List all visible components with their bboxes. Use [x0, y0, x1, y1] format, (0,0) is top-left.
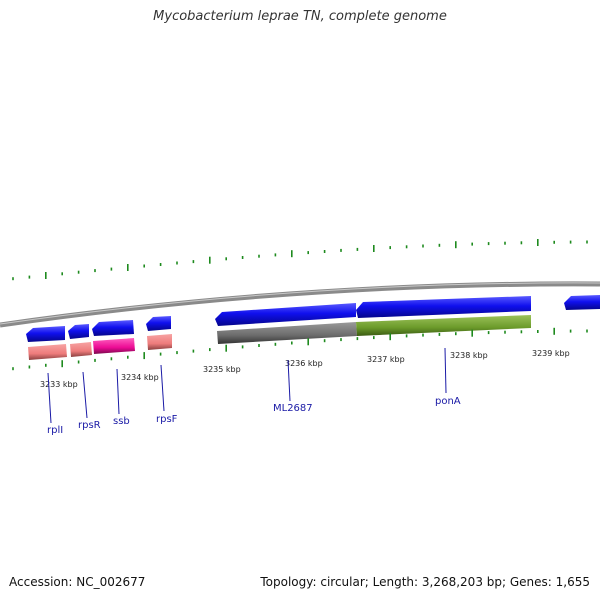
- gene-label-rplI[interactable]: rplI: [47, 425, 63, 436]
- forward-strand-tick-row: [12, 327, 588, 371]
- genome-summary-text: Topology: circular; Length: 3,268,203 bp…: [260, 575, 590, 589]
- accession-text: Accession: NC_002677: [9, 575, 146, 589]
- tick-label-3235: 3235 kbp: [203, 365, 241, 374]
- tick-label-3239: 3239 kbp: [532, 349, 570, 358]
- gene-label-rpsF[interactable]: rpsF: [156, 414, 178, 425]
- tick-label-3236: 3236 kbp: [285, 359, 323, 368]
- tick-label-3237: 3237 kbp: [367, 355, 405, 364]
- gene-label-rpsR[interactable]: rpsR: [78, 420, 101, 431]
- feature-block-rpsF[interactable]: [147, 334, 172, 350]
- gene-leader-lines: [47, 347, 447, 424]
- map-title: Mycobacterium leprae TN, complete genome: [153, 9, 447, 24]
- reverse-strand-tick-row: [12, 239, 588, 281]
- feature-block-ssb[interactable]: [93, 338, 135, 354]
- gene-label-ssb[interactable]: ssb: [113, 416, 130, 427]
- gene-arrow-ML2687[interactable]: [215, 303, 356, 326]
- tick-label-3233: 3233 kbp: [40, 380, 78, 389]
- feature-block-rplI[interactable]: [28, 344, 67, 360]
- leader-line-ML2687: [287, 359, 291, 402]
- leader-line-ponA: [444, 347, 447, 394]
- feature-block-ML2687[interactable]: [217, 322, 357, 344]
- gene-arrow-ssb[interactable]: [92, 320, 134, 336]
- leader-line-rpsF: [160, 364, 165, 412]
- gene-arrow-rpsR[interactable]: [68, 324, 89, 339]
- tick-label-3234: 3234 kbp: [121, 373, 159, 382]
- gene-label-ponA[interactable]: ponA: [435, 396, 461, 407]
- leader-line-rplI: [47, 372, 52, 424]
- tick-label-3238: 3238 kbp: [450, 351, 488, 360]
- feature-block-ponA[interactable]: [356, 315, 531, 336]
- genome-backbone-track: [0, 281, 600, 328]
- gene-arrow-offscreen[interactable]: [564, 295, 600, 310]
- feature-block-rpsR[interactable]: [70, 342, 92, 357]
- genome-backbone-highlight: [0, 282, 600, 325]
- gene-arrow-rpsF[interactable]: [146, 316, 171, 331]
- leader-line-ssb: [116, 368, 120, 415]
- gene-arrow-ponA[interactable]: [356, 296, 531, 318]
- leader-line-rpsR: [82, 371, 88, 419]
- gene-label-ML2687[interactable]: ML2687: [273, 403, 313, 414]
- gene-arrow-rplI[interactable]: [26, 326, 65, 342]
